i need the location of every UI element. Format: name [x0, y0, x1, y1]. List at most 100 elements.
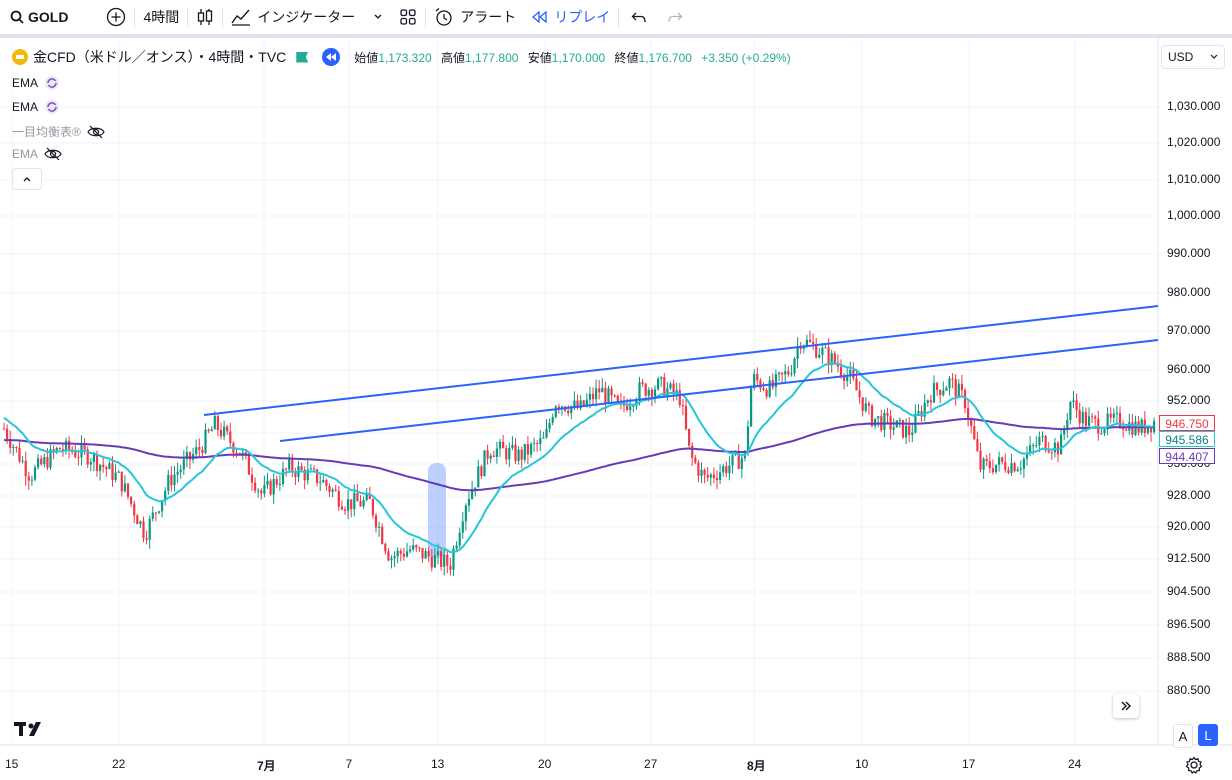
- candle-body: [905, 425, 908, 438]
- price-axis-label: 1,000.000: [1167, 208, 1221, 222]
- candle-body: [1069, 402, 1072, 420]
- candle-body: [1081, 411, 1084, 424]
- candle-body: [467, 498, 471, 506]
- candle-body: [176, 472, 179, 475]
- candle-body: [867, 403, 870, 406]
- candle-body: [446, 554, 449, 566]
- candle-body: [728, 465, 731, 474]
- collapse-legend-button[interactable]: [12, 168, 42, 190]
- candle-body: [712, 474, 715, 479]
- indicator-ema-2[interactable]: EMA: [12, 99, 60, 115]
- auto-scale-button[interactable]: A: [1173, 724, 1193, 748]
- price-axis-label: 928.000: [1167, 488, 1211, 502]
- candle-body: [61, 449, 64, 451]
- market-open-flag-icon: [296, 51, 309, 63]
- candle-body: [154, 512, 157, 514]
- candle-body: [976, 439, 979, 451]
- candles: [2, 330, 1156, 576]
- candle-body: [1066, 419, 1069, 429]
- candle-body: [1044, 436, 1047, 451]
- log-scale-button[interactable]: L: [1198, 724, 1218, 746]
- candle-body: [579, 400, 582, 409]
- symbol-search[interactable]: GOLD: [0, 0, 76, 34]
- candle-body: [945, 387, 948, 391]
- candle-body: [83, 444, 86, 450]
- ema-fast-line: [3, 362, 1155, 554]
- candle-body: [870, 405, 874, 426]
- candle-body: [719, 472, 722, 480]
- high-value: 1,177.800: [465, 50, 519, 65]
- scroll-to-realtime-button[interactable]: [1113, 694, 1139, 718]
- indicator-ema-3[interactable]: EMA: [12, 147, 62, 161]
- price-axis-label: 904.500: [1167, 584, 1211, 598]
- price-chart[interactable]: [0, 38, 1232, 780]
- replay-button[interactable]: リプレイ: [524, 0, 618, 34]
- candle-body: [824, 347, 827, 349]
- candle-body: [325, 480, 328, 486]
- candle-body: [353, 492, 356, 510]
- price-axis-label: 970.000: [1167, 323, 1211, 337]
- candle-body: [1013, 463, 1016, 472]
- compare-button[interactable]: [76, 0, 134, 34]
- highlight-bar: [428, 463, 446, 558]
- rewind-icon: [532, 11, 547, 23]
- indicators-button[interactable]: インジケーター: [223, 0, 391, 34]
- symbol-name: GOLD: [28, 9, 69, 25]
- candle-body: [368, 493, 371, 500]
- indicators-label: インジケーター: [257, 9, 356, 25]
- candle-body: [164, 490, 167, 501]
- indicator-ema-1[interactable]: EMA: [12, 75, 60, 91]
- candle-body: [306, 469, 309, 481]
- candle-body: [229, 431, 232, 443]
- candle-body: [920, 411, 923, 417]
- alert-label: アラート: [460, 9, 517, 25]
- candle-body: [855, 378, 858, 391]
- alert-button[interactable]: アラート: [426, 0, 524, 34]
- chart-type-button[interactable]: [188, 0, 222, 34]
- candle-body: [526, 444, 529, 455]
- eye-hidden-icon[interactable]: [87, 125, 105, 139]
- time-axis-label: 22: [112, 757, 126, 771]
- divider: [187, 7, 189, 27]
- candle-body: [601, 387, 604, 393]
- tradingview-logo-icon[interactable]: [14, 720, 46, 743]
- candle-body: [722, 466, 725, 473]
- candle-body: [21, 460, 24, 462]
- symbol-legend[interactable]: 金CFD（米ドル／オンス）・4時間・TVC 始値1,173.320 高値1,17…: [12, 47, 797, 67]
- candle-body: [130, 496, 133, 504]
- candle-body: [204, 429, 207, 453]
- alarm-clock-icon: [435, 8, 452, 26]
- templates-button[interactable]: [391, 0, 425, 34]
- divider: [222, 7, 224, 27]
- candle-body: [1063, 428, 1066, 435]
- candle-body: [52, 449, 55, 452]
- candle-body: [136, 515, 139, 525]
- candle-body: [650, 389, 653, 397]
- redo-button[interactable]: [659, 0, 691, 34]
- candle-body: [765, 390, 768, 397]
- candle-body: [970, 419, 973, 427]
- interval-button[interactable]: 4時間: [143, 9, 180, 25]
- candle-body: [821, 347, 824, 355]
- undo-button[interactable]: [619, 0, 659, 34]
- time-axis-label: 8月: [747, 759, 766, 773]
- candle-body: [387, 551, 390, 561]
- candle-body: [830, 353, 833, 365]
- replay-icon[interactable]: [322, 48, 341, 66]
- candle-body: [188, 452, 192, 460]
- candle-body: [285, 468, 288, 470]
- eye-hidden-icon[interactable]: [44, 147, 62, 161]
- chevron-up-icon: [23, 177, 31, 182]
- candle-body: [331, 489, 334, 492]
- time-axis-label: 17: [962, 757, 976, 771]
- currency-selector[interactable]: USD: [1161, 45, 1225, 69]
- candle-body: [102, 464, 105, 467]
- gear-icon[interactable]: [1185, 756, 1203, 779]
- last-price-tag: 946.750: [1159, 415, 1215, 431]
- indicator-ichimoku[interactable]: 一目均衡表®: [12, 123, 105, 140]
- candle-body: [954, 379, 957, 397]
- candle-body: [886, 413, 889, 416]
- candle-body: [610, 388, 613, 396]
- candle-body: [309, 468, 312, 470]
- candle-body: [99, 464, 102, 471]
